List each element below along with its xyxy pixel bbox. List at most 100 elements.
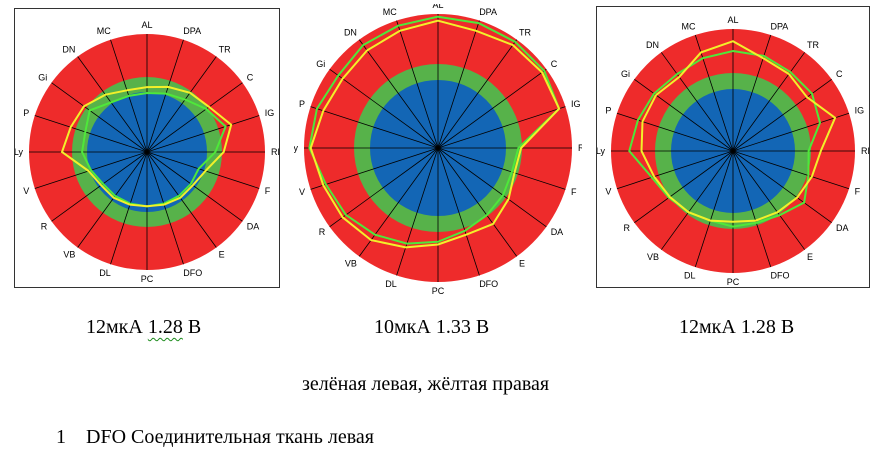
spoke-DA [146, 151, 243, 222]
caption-current: 12мкА [86, 316, 143, 338]
axis-label-DPA: DPA [770, 21, 788, 31]
axis-label-Gi: Gi [38, 72, 47, 82]
spoke-V [616, 150, 734, 190]
series-right-line [640, 40, 837, 223]
axis-label-RP: RP [578, 143, 582, 153]
spoke-C [146, 82, 243, 153]
axis-label-E: E [519, 259, 525, 269]
axis-label-V: V [605, 186, 611, 196]
axis-label-C: C [836, 69, 843, 79]
axis-label-PC: PC [141, 274, 154, 284]
spoke-DL [396, 147, 439, 276]
axis-label-P: P [605, 106, 611, 116]
spoke-E [732, 150, 806, 250]
series-left-line [308, 15, 561, 245]
spoke-IG [146, 115, 260, 153]
spoke-DN [660, 52, 734, 152]
spoke-E [146, 151, 217, 248]
axis-label-IG: IG [571, 99, 581, 109]
axis-label-DN: DN [646, 40, 659, 50]
axis-label-TR: TR [807, 40, 819, 50]
caption-chart-3: 12мкА 1.28 В [679, 316, 794, 339]
axis-label-R: R [624, 223, 631, 233]
axis-label-P: P [23, 108, 29, 118]
axis-label-Ly: Ly [294, 143, 298, 153]
axis-label-P: P [299, 99, 305, 109]
caption-voltage: 1.28 [740, 316, 776, 338]
spoke-Gi [51, 82, 148, 153]
spoke-DA [732, 150, 832, 224]
spoke-DFO [437, 147, 480, 276]
spoke-E [437, 147, 518, 257]
spoke-V [310, 147, 439, 190]
axis-label-TR: TR [219, 44, 231, 54]
spoke-MC [396, 20, 439, 149]
spoke-Gi [634, 78, 734, 152]
series-right-line [309, 19, 561, 249]
axis-label-F: F [265, 186, 271, 196]
caption-voltage: 1.33 [435, 316, 471, 338]
spoke-DPA [437, 20, 480, 149]
spoke-C [732, 78, 832, 152]
axis-label-DA: DA [836, 223, 849, 233]
caption-chart-2: 10мкА 1.33 В [374, 316, 489, 339]
axis-label-DFO: DFO [183, 268, 202, 278]
spoke-TR [732, 52, 806, 152]
axis-label-F: F [855, 186, 861, 196]
axis-label-DN: DN [344, 27, 357, 37]
spoke-DN [77, 56, 148, 153]
spoke-P [34, 115, 148, 153]
spoke-VB [660, 150, 734, 250]
spoke-P [616, 112, 734, 152]
caption-unit: В [780, 316, 795, 338]
spoke-DL [694, 150, 734, 268]
axis-label-PC: PC [432, 286, 445, 294]
caption-current: 10мкА [374, 316, 431, 338]
caption-unit: В [187, 316, 202, 338]
axis-label-MC: MC [97, 26, 111, 36]
radar-chart-3: AL DPA TR C IG RP F DA E DFO PC DL VB R V Ly P Gi DN MC [596, 6, 870, 288]
axis-label-VB: VB [647, 252, 659, 262]
axis-label-PC: PC [727, 277, 740, 287]
spoke-IG [732, 112, 850, 152]
caption-unit: В [475, 316, 490, 338]
axis-label-R: R [319, 227, 326, 237]
spoke-DPA [732, 34, 772, 152]
radar-svg-2: AL DPA TR C IG RP F DA E DFO PC DL VB R V Ly P Gi DN MC [294, 4, 582, 294]
spoke-DPA [146, 39, 184, 153]
spoke-VB [358, 147, 439, 257]
axis-label-DFO: DFO [479, 279, 498, 289]
axis-label-DL: DL [99, 268, 111, 278]
axis-label-RP: RP [861, 146, 869, 156]
spoke-DA [437, 147, 547, 228]
axis-label-DL: DL [684, 271, 696, 281]
axis-label-DA: DA [247, 222, 260, 232]
axis-label-E: E [219, 250, 225, 260]
axis-label-AL: AL [727, 15, 738, 25]
numbered-note: 1 DFO Соединительная ткань левая [56, 426, 374, 449]
axis-label-E: E [807, 252, 813, 262]
spoke-R [329, 147, 439, 228]
axis-label-Ly: Ly [597, 146, 605, 156]
axis-label-RP: RP [271, 147, 279, 157]
axis-label-V: V [299, 187, 305, 197]
axis-label-VB: VB [345, 259, 357, 269]
spoke-F [437, 147, 566, 190]
spoke-F [146, 151, 260, 189]
spoke-TR [437, 39, 518, 149]
spoke-VB [77, 151, 148, 248]
spoke-TR [146, 56, 217, 153]
axis-label-R: R [41, 222, 48, 232]
spoke-P [310, 106, 439, 149]
axis-label-Gi: Gi [316, 59, 325, 69]
axis-label-DPA: DPA [183, 26, 201, 36]
spoke-R [51, 151, 148, 222]
axis-label-Ly: Ly [15, 147, 23, 157]
radar-svg-1: AL DPA TR C IG RP F DA E DFO PC DL VB R V Ly P Gi DN MC [15, 20, 279, 284]
spoke-R [634, 150, 734, 224]
note-number: 1 [56, 426, 66, 448]
axis-label-DPA: DPA [479, 7, 497, 17]
radar-chart-2: AL DPA TR C IG RP F DA E DFO PC DL VB R V Ly P Gi DN MC [294, 4, 582, 294]
axis-label-C: C [247, 72, 254, 82]
spoke-MC [694, 34, 734, 152]
